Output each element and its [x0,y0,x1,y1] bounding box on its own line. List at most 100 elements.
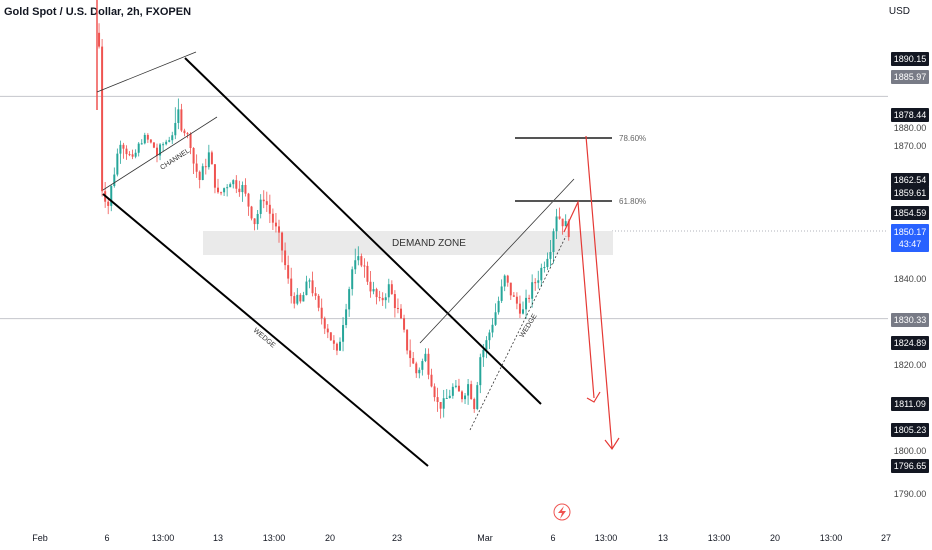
rising-wedge-lower[interactable] [469,235,567,431]
candle-body [281,232,284,251]
price-tag[interactable] [891,313,929,327]
channel-lower-line[interactable] [102,116,218,191]
x-tick-label: Mar [477,533,493,543]
x-tick-label: 20 [325,533,335,543]
fib-level-label: 78.60% [619,134,646,143]
x-tick-label: 13:00 [152,533,175,543]
candle-body [424,353,427,362]
price-tag-label: 1854.59 [894,208,927,218]
candle-body [131,154,134,157]
price-tag[interactable] [891,52,929,66]
candle-body [259,199,262,214]
demand-zone[interactable] [203,231,613,255]
candle-body [518,303,521,314]
candle-body [357,256,360,261]
wedge-lower-line[interactable] [102,193,429,467]
price-tag[interactable] [891,397,929,411]
price-tag[interactable] [891,70,929,84]
candle-body [165,141,168,145]
x-tick-label: 23 [392,533,402,543]
candle-body [271,213,274,223]
candle-body [156,147,158,156]
candle-body [308,280,311,282]
candle-body [403,318,406,330]
candle-body [363,265,366,267]
channel-upper-line[interactable] [96,51,197,93]
x-tick-label: 6 [104,533,109,543]
candle-body [427,353,430,375]
rising-wedge-upper[interactable] [419,178,575,344]
price-tag[interactable] [891,423,929,437]
candle-body [390,284,393,295]
arrowhead-2 [604,437,620,451]
candle-body [409,350,412,359]
candle-body [528,297,531,299]
y-tick-label: 1790.00 [894,489,927,499]
candle-body [119,144,122,154]
candle-body [564,221,567,227]
candle-body [415,363,418,374]
candle-body [467,384,470,396]
price-tag[interactable] [891,173,929,187]
candle-body [134,152,137,157]
candle-body [366,265,369,282]
candle-body [256,213,259,225]
candle-body [213,164,216,188]
candle-body [171,135,174,141]
candle-body [323,318,326,329]
candle-body [284,250,287,266]
price-tag[interactable] [891,206,929,220]
candle-body [534,282,537,284]
candle-body [400,308,402,319]
projection-path-2[interactable] [585,135,613,449]
candle-body [384,297,387,301]
candle-body [210,152,213,165]
x-tick-label: 13:00 [263,533,286,543]
candle-body [137,143,140,153]
candle-body [464,395,467,400]
candle-body [314,293,317,296]
candle-body [418,369,421,374]
candle-body [436,397,439,403]
current-price-tag[interactable] [891,224,929,252]
candle-body [558,216,561,219]
candle-body [488,332,491,341]
candle-body [448,395,451,398]
candle-body [439,402,442,409]
candle-body [180,109,183,131]
candle-body [512,295,515,297]
candle-body [204,166,207,168]
candle-body [241,184,244,193]
projection-path-1[interactable] [563,199,595,399]
candle-body [451,386,454,396]
candle-body [406,329,409,351]
candle-body [497,300,500,313]
candle-body [192,148,195,164]
wedge-upper-line[interactable] [184,57,542,405]
x-tick-label: 6 [550,533,555,543]
candle-body [470,384,473,400]
candle-body [149,139,152,143]
price-tag-label: 1796.65 [894,461,927,471]
price-tag-label: 1862.54 [894,175,927,185]
x-tick-label: 27 [881,533,891,543]
price-tag[interactable] [891,186,929,200]
candle-body [476,385,479,410]
candle-body [299,294,302,302]
x-tick-label: 13:00 [708,533,731,543]
candle-body [345,309,348,326]
price-tag[interactable] [891,108,929,122]
candle-body [122,144,125,149]
candle-body [485,340,488,350]
price-tag-label: 1805.23 [894,425,927,435]
candle-body [433,386,436,398]
candle-body [378,297,381,299]
price-tag[interactable] [891,459,929,473]
price-tag[interactable] [891,336,929,350]
candle-body [342,325,345,342]
candle-body [235,180,238,189]
candle-body [201,166,204,180]
candle-body [393,294,396,309]
